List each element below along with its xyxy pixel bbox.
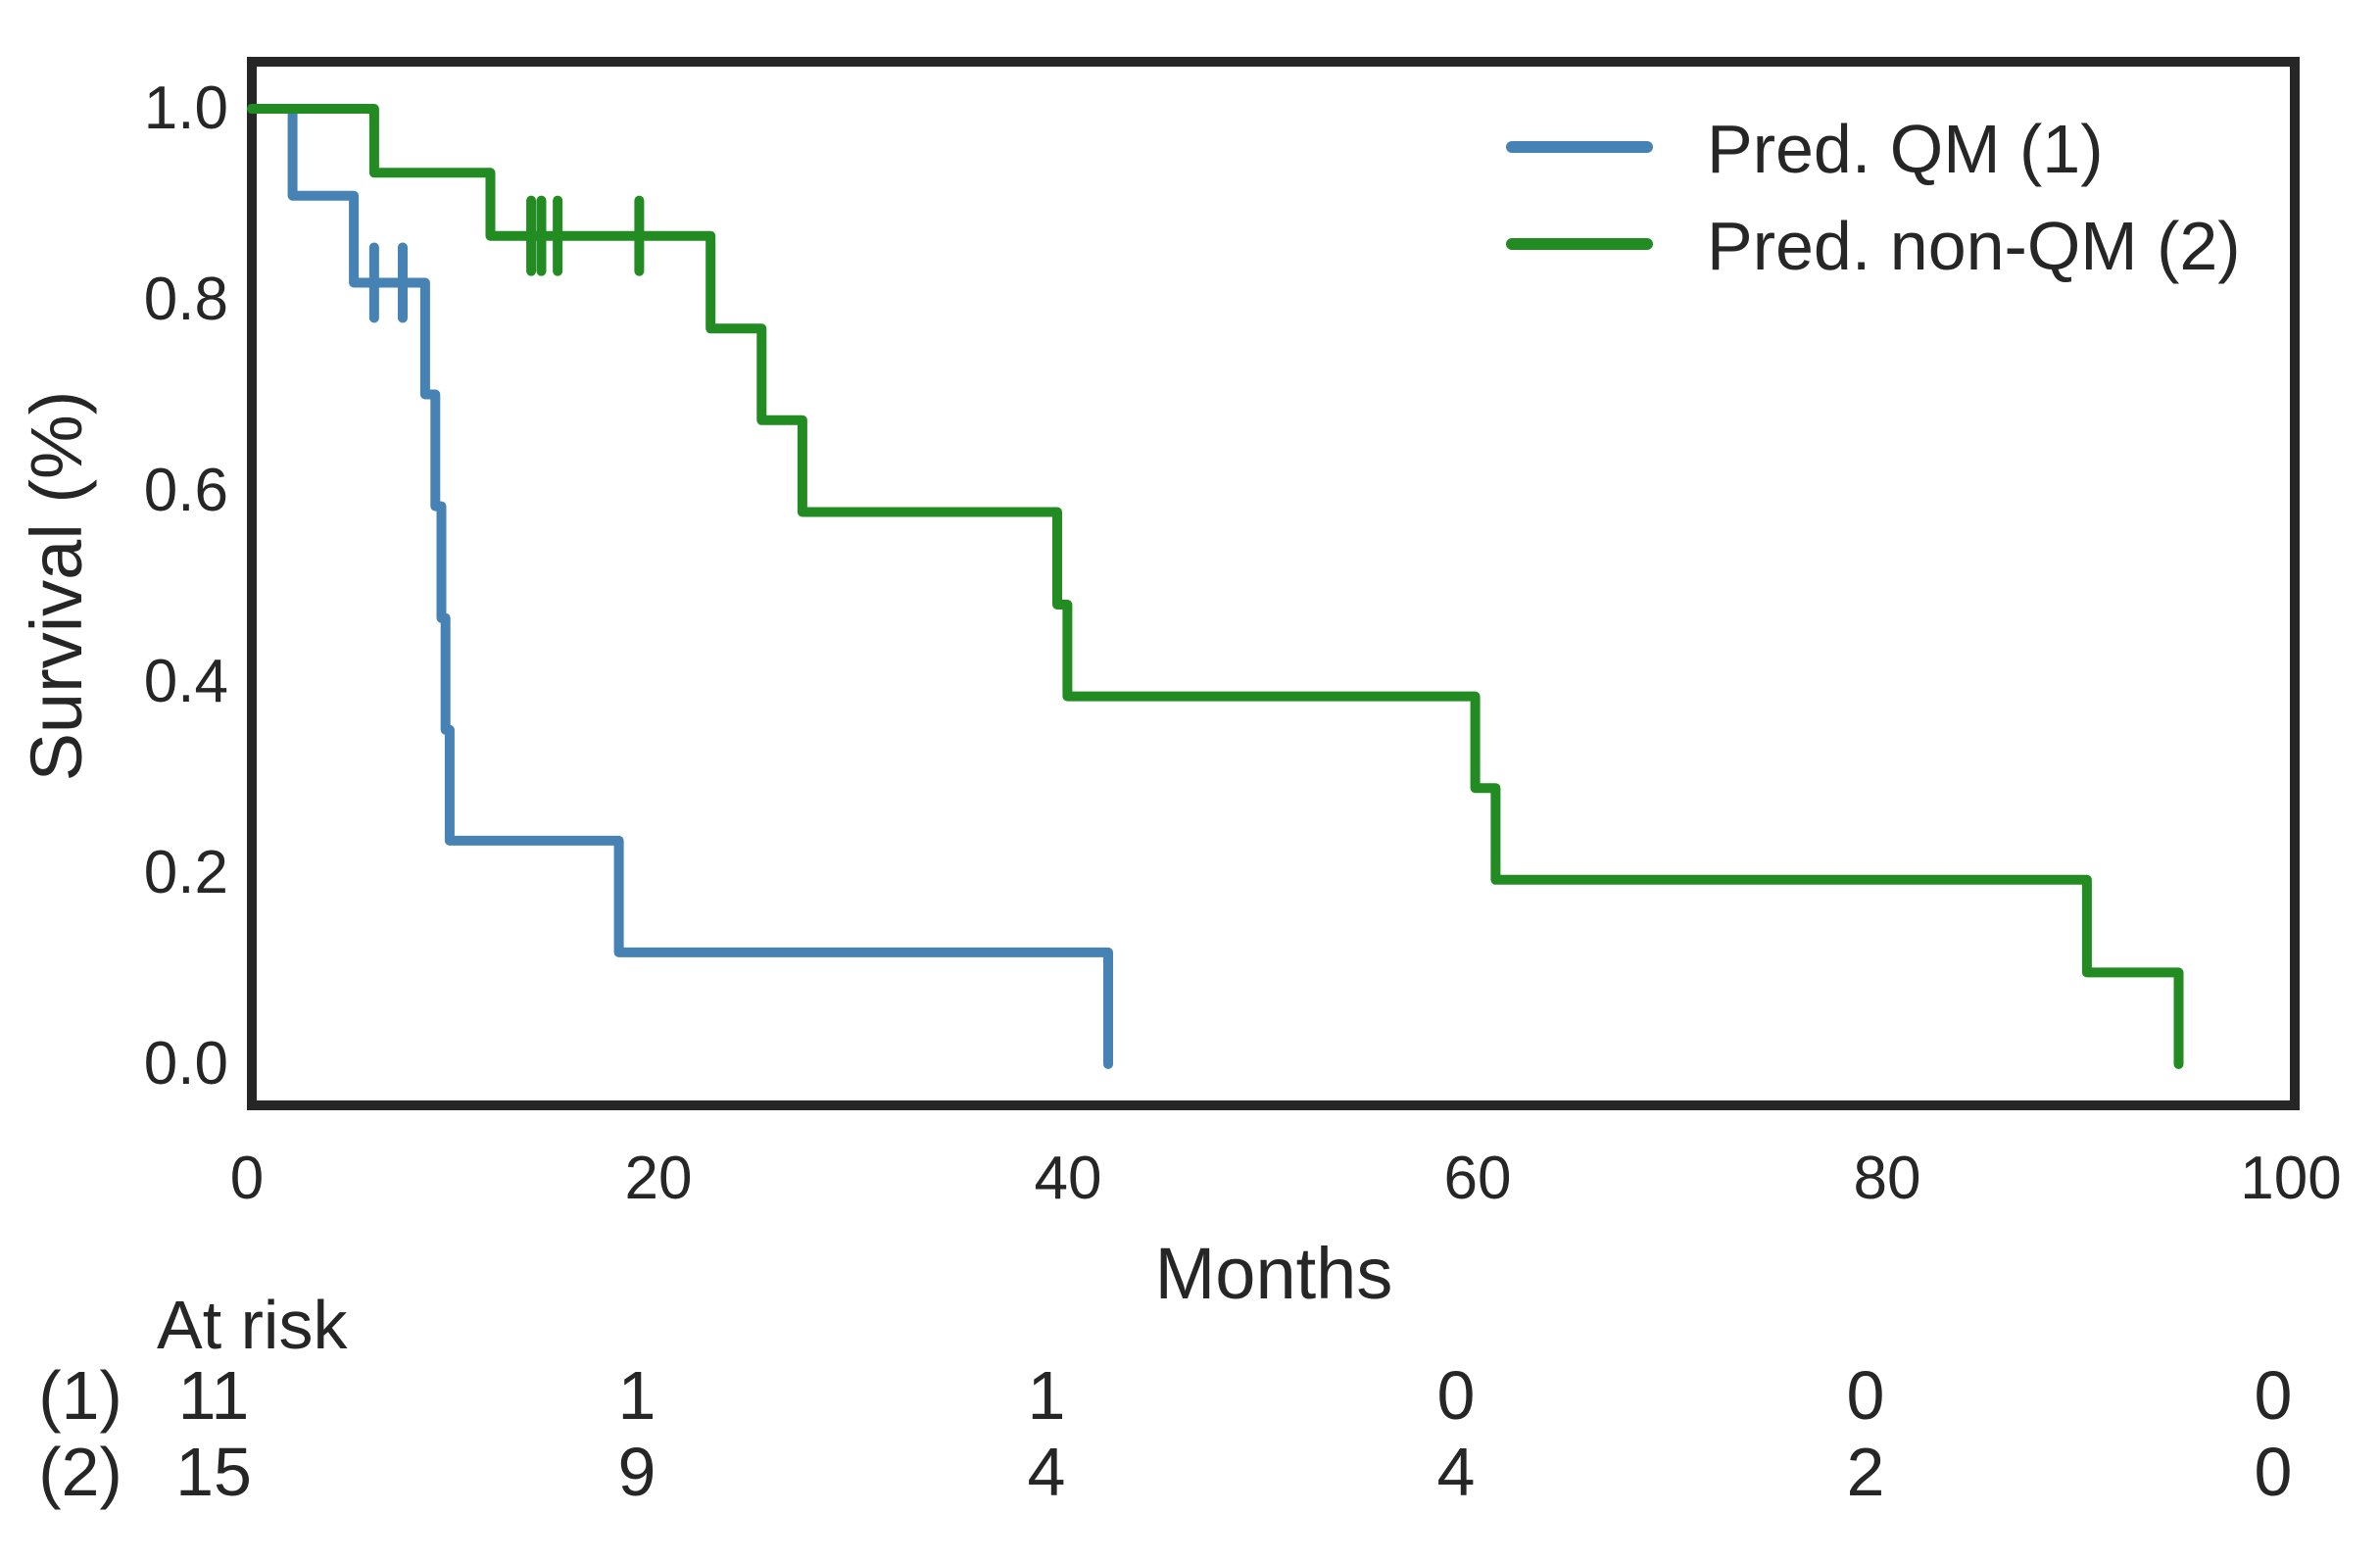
at-risk-row1-t80: 0 [1846,1357,1885,1434]
y-tick-0.6: 0.6 [143,457,228,524]
y-tick-0.4: 0.4 [143,648,228,715]
x-axis-title: Months [1154,1233,1393,1314]
y-axis-title: Survival (%) [16,390,97,782]
legend-line-pred-non-qm [1506,238,1653,250]
plot-frame [247,57,2300,1110]
x-tick-100: 100 [2240,1145,2342,1212]
y-tick-0.8: 0.8 [143,266,228,333]
survival-curve-2 [247,104,2184,1069]
y-tick-0.0: 0.0 [143,1030,228,1098]
x-tick-80: 80 [1853,1145,1921,1212]
legend-label-pred-qm: Pred. QM (1) [1707,111,2104,187]
at-risk-row1-t40: 1 [1027,1357,1066,1434]
at-risk-row2-t80: 2 [1846,1434,1885,1510]
x-tick-20: 20 [624,1145,693,1212]
at-risk-row1-label: (1) [38,1357,122,1434]
at-risk-row1-t20: 1 [617,1357,656,1434]
at-risk-row2-t20: 9 [617,1434,656,1510]
legend-label-pred-non-qm: Pred. non-QM (2) [1707,208,2241,284]
at-risk-row2-label: (2) [38,1434,122,1510]
legend-line-pred-qm [1506,141,1653,153]
x-tick-60: 60 [1443,1145,1512,1212]
at-risk-row2-t0: 15 [175,1434,252,1510]
at-risk-row1-t60: 0 [1436,1357,1476,1434]
y-tick-1.0: 1.0 [143,74,228,142]
at-risk-row2-t40: 4 [1027,1434,1066,1510]
at-risk-row1-t0: 11 [177,1357,250,1434]
at-risk-row1-t100: 0 [2254,1357,2293,1434]
survival-curve-1 [247,104,1113,1069]
x-tick-0: 0 [229,1145,265,1212]
at-risk-row2-t60: 4 [1436,1434,1476,1510]
y-tick-0.2: 0.2 [143,839,228,906]
x-tick-40: 40 [1034,1145,1102,1212]
at-risk-row2-t100: 0 [2254,1434,2293,1510]
at-risk-header: At risk [157,1287,348,1363]
